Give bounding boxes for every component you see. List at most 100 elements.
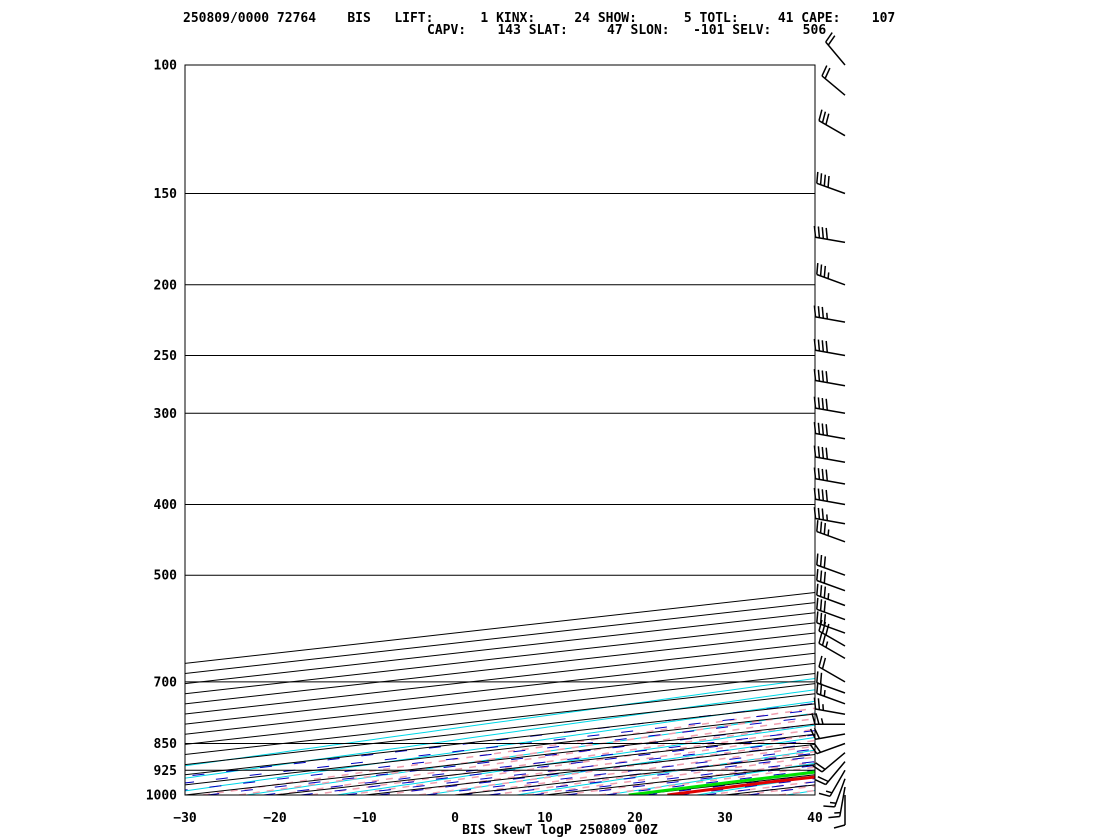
mixing-ratio-line <box>185 709 815 784</box>
mixing-ratio-line <box>207 723 815 795</box>
wind-barb-staff <box>816 530 846 543</box>
dry-adiabat-line <box>1057 65 1120 795</box>
wind-barb-staff <box>825 41 846 66</box>
wind-barb-flag <box>813 487 817 500</box>
wind-barb-flag <box>817 488 821 501</box>
wind-barb-flag <box>813 467 817 479</box>
wind-barb <box>816 263 846 286</box>
wind-barb-flag <box>821 65 828 77</box>
wind-barb-flag <box>821 446 825 459</box>
wind-barb-staff <box>815 733 846 740</box>
wind-barb <box>825 32 846 66</box>
moist-adiabat-line <box>598 766 815 795</box>
chart-title: BIS SkewT logP 250809 00Z <box>462 823 658 838</box>
wind-barb-staff <box>815 478 846 485</box>
wind-barb-staff <box>815 236 846 244</box>
wind-barb-staff <box>821 75 846 96</box>
wind-barb-half-flag <box>826 312 829 320</box>
wind-barb-flag <box>813 422 817 434</box>
wind-barb-staff <box>816 594 846 607</box>
wind-barb-staff <box>816 742 846 755</box>
wind-barb-staff <box>818 642 846 660</box>
wind-barb <box>813 396 846 415</box>
moist-adiabats <box>202 707 815 795</box>
wind-barb-staff <box>818 120 846 137</box>
wind-barb-staff <box>815 708 846 715</box>
isobars <box>185 65 815 795</box>
wind-barb <box>813 369 846 387</box>
moist-adiabat-line <box>778 789 815 795</box>
wind-barb-flag <box>813 369 817 381</box>
wind-barb <box>813 225 846 244</box>
isotherm-line <box>364 743 815 795</box>
wind-barb-flag <box>819 570 823 582</box>
wind-barb-staff <box>816 608 846 621</box>
wind-barb-half-flag <box>823 690 826 697</box>
wind-barb-flag <box>823 614 827 626</box>
wind-barb-flag <box>819 521 823 534</box>
wind-barb-flag <box>816 611 819 623</box>
isotherm-line <box>274 733 815 795</box>
wind-barb <box>828 786 846 819</box>
wind-barb-staff <box>833 778 846 808</box>
wind-barb-flag <box>818 632 823 644</box>
isotherm-line <box>185 713 815 786</box>
wind-barb-staff <box>816 579 846 592</box>
plot-frame <box>184 64 816 796</box>
wind-barb <box>833 795 846 829</box>
temperature-labels: −30 −20 −10 0 10 20 30 40 <box>173 811 823 826</box>
pressure-label: 250 <box>154 349 178 364</box>
wind-barb-flag <box>817 468 821 480</box>
isotherm-line <box>905 65 1120 795</box>
wind-barb-flag <box>819 599 823 611</box>
wind-barb-flag <box>813 225 817 238</box>
temperature-tick-label: 30 <box>717 811 733 826</box>
wind-barb-flag <box>825 227 829 240</box>
temperature-tick-label: −30 <box>173 811 197 826</box>
plot-area <box>185 65 1120 795</box>
wind-barb-flag <box>823 600 827 613</box>
wind-barb-flag <box>819 612 823 625</box>
wind-barb <box>816 171 846 195</box>
header-line-1: 250809/0000 72764 BIS LIFT: 1 KINX: 24 S… <box>183 11 895 26</box>
pressure-label: 1000 <box>146 789 177 804</box>
wind-barb-flag <box>813 742 822 753</box>
wind-barb-flag <box>816 671 819 683</box>
isotherm-line <box>185 622 815 695</box>
wind-barb-flag <box>813 697 817 710</box>
moist-adiabat-line <box>418 739 815 795</box>
wind-barb-half-flag <box>827 272 830 279</box>
wind-barb-flag <box>813 727 821 739</box>
sounding-line <box>628 770 815 795</box>
wind-barb <box>818 109 846 137</box>
mixing-ratio-line <box>185 702 815 777</box>
wind-barb-flag <box>821 634 827 646</box>
wind-barb-half-flag <box>825 790 833 794</box>
wind-barb <box>816 682 846 705</box>
wind-barb-half-flag <box>826 514 829 521</box>
pressure-label: 300 <box>154 407 178 422</box>
wind-barb-flag <box>827 175 830 188</box>
mixing-ratio-line <box>377 743 815 795</box>
moist-adiabat-line <box>346 728 815 795</box>
dry-adiabat-line <box>336 724 815 795</box>
wind-barb-flag <box>813 305 817 317</box>
wind-barb-flag <box>819 173 823 185</box>
wind-barb-flag <box>818 109 823 121</box>
wind-barb-staff <box>821 752 846 773</box>
dry-adiabat-line <box>786 790 815 795</box>
dry-adiabat-line <box>185 689 815 779</box>
wind-barbs <box>809 32 846 829</box>
temperature-tick-label: 20 <box>627 811 643 826</box>
wind-barb-flag <box>815 762 826 771</box>
wind-barb-flag <box>821 370 825 382</box>
wind-barb <box>813 445 846 463</box>
wind-barb-half-flag <box>829 801 837 804</box>
wind-barb-flag <box>824 67 831 79</box>
wind-barb-staff <box>825 761 846 786</box>
wind-barb-flag <box>816 597 819 610</box>
wind-barb-flag <box>816 520 819 532</box>
wind-barb <box>818 769 846 798</box>
wind-barb-half-flag <box>827 593 830 600</box>
temperature-tick-label: 40 <box>807 811 823 826</box>
